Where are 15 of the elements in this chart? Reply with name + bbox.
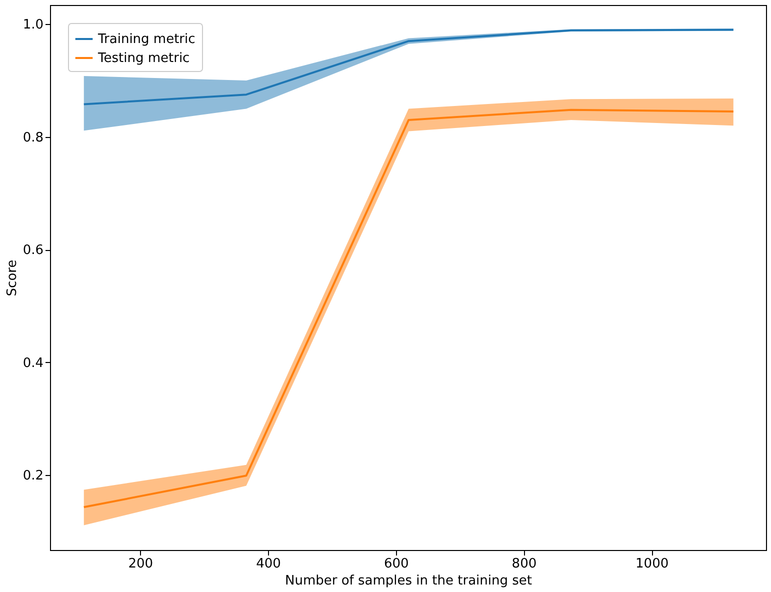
y-tick-label: 0.4 — [22, 356, 44, 371]
x-tick-label: 600 — [384, 556, 409, 572]
x-axis-title: Number of samples in the training set — [285, 574, 532, 588]
y-tick-label: 0.8 — [22, 130, 44, 146]
x-tick-label: 200 — [128, 556, 154, 572]
y-tick-label: 1.0 — [22, 18, 44, 33]
legend-label: Training metric — [97, 32, 196, 47]
x-tick-label: 800 — [512, 556, 537, 572]
y-tick-label: 0.6 — [22, 243, 44, 258]
x-tick-label: 1000 — [636, 556, 669, 572]
x-tick-label: 400 — [256, 556, 281, 572]
y-axis-title: Score — [4, 260, 20, 296]
line-series — [82, 28, 734, 106]
legend-label: Testing metric — [97, 51, 190, 66]
y-tick-label: 0.2 — [22, 468, 44, 484]
